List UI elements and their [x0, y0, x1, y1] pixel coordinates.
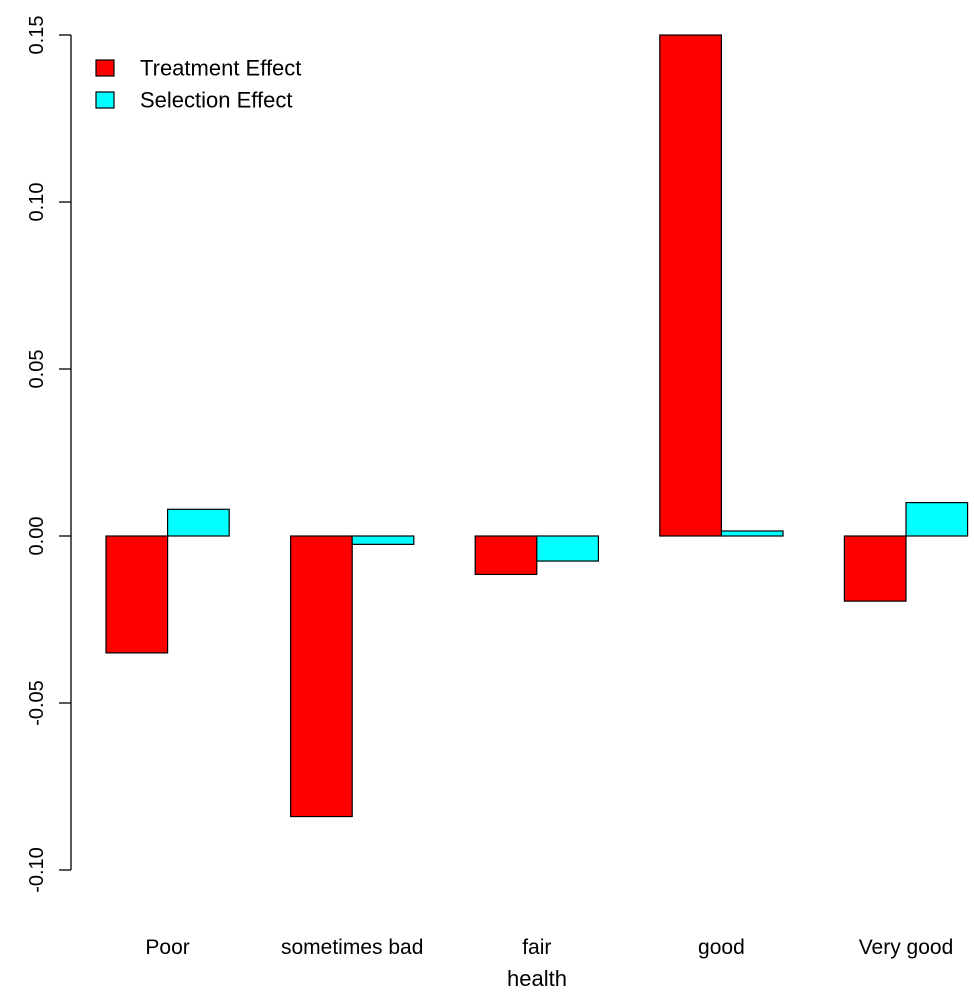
legend-swatch: [95, 91, 115, 109]
y-tick-label: 0.15: [26, 16, 48, 55]
category-label: fair: [522, 936, 551, 959]
bar-selection: [167, 508, 230, 537]
bar-treatment: [290, 535, 353, 818]
bar-selection: [905, 502, 969, 537]
y-tick-label: -0.05: [26, 680, 48, 726]
bar-selection: [720, 530, 784, 537]
y-axis: -0.10 -0.05 0.00 0.05 0.10 0.15: [26, 16, 72, 893]
legend: Treatment Effect Selection Effect: [95, 56, 301, 113]
bar-selection: [536, 535, 599, 562]
category-label: Very good: [859, 936, 954, 959]
x-axis-label: health: [507, 966, 567, 991]
bars: [105, 34, 969, 818]
legend-label: Selection Effect: [140, 88, 292, 113]
bar-selection: [351, 535, 415, 545]
y-tick-label: 0.10: [26, 183, 48, 222]
bar-treatment: [474, 535, 538, 576]
legend-swatch: [95, 59, 115, 77]
y-tick-label: -0.10: [26, 847, 48, 893]
y-tick-label: 0.00: [26, 517, 48, 556]
bar-treatment: [659, 34, 722, 537]
category-labels: Poor sometimes bad fair good Very good: [145, 936, 953, 959]
category-label: good: [698, 936, 745, 959]
bar-treatment: [105, 535, 169, 654]
bar-treatment: [843, 535, 907, 602]
category-label: Poor: [145, 936, 189, 959]
y-tick-label: 0.05: [26, 350, 48, 389]
legend-label: Treatment Effect: [140, 56, 301, 81]
category-label: sometimes bad: [281, 936, 423, 959]
